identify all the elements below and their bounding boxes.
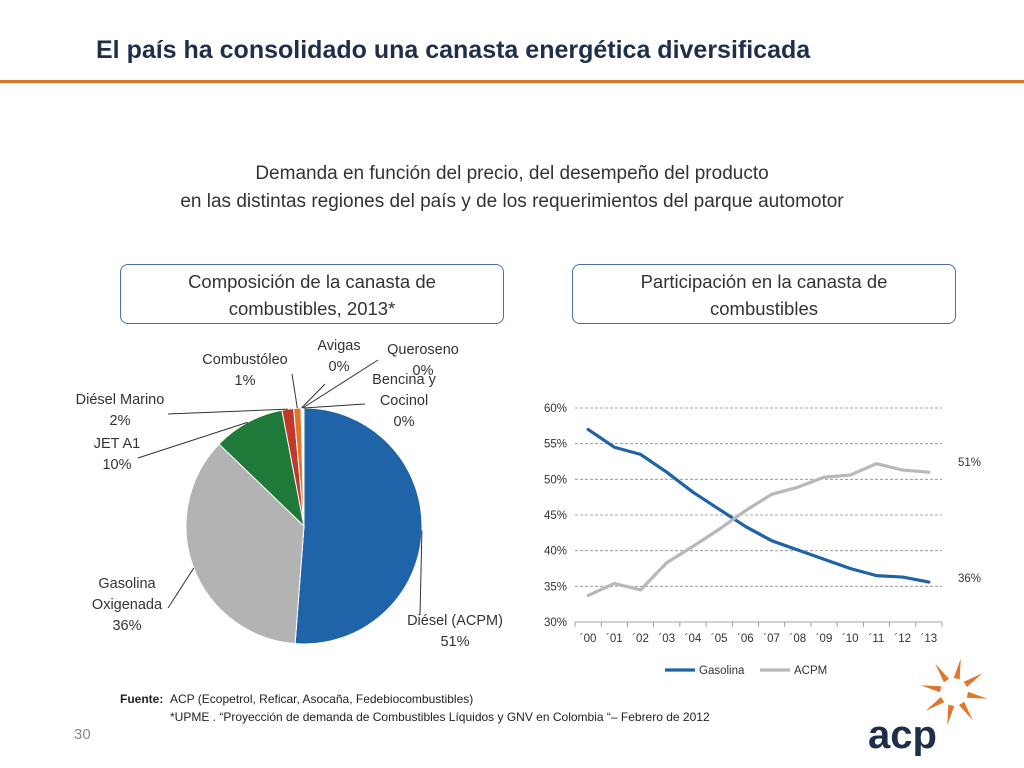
pie-label-bencina-y-cocinol-value: 0% [394, 414, 415, 430]
x-tick-11: ´11 [869, 633, 885, 645]
x-tick-12: ´12 [894, 633, 911, 645]
line-legend: Gasolina ACPM [665, 665, 827, 677]
line-gridlines [575, 407, 942, 623]
title-rule [0, 80, 1024, 83]
x-tick-0: ´00 [580, 633, 597, 645]
pie-label-jet-a1-value: 10% [102, 457, 131, 473]
y-tick-60: 60% [544, 403, 567, 415]
source-line-2: *UPME . “Proyección de demanda de Combus… [170, 710, 710, 724]
pie-label-gasolina-oxigenada-name: Oxigenada [92, 597, 163, 613]
pie-leader-diesel-acpm [419, 530, 423, 616]
series-line-acpm [586, 462, 931, 598]
line-chart: 30% 35% 40% 45% 50% 55% 60% ´00 ´01 ´02 ´03 ´04 ´05… [544, 403, 981, 677]
logo-ray [963, 673, 983, 687]
y-tick-55: 55% [544, 439, 567, 451]
logo-text: acp [868, 713, 937, 756]
pie-label-jet-a1-name: JET A1 [94, 436, 140, 452]
pie-label-diesel-marino-name: Diésel Marino [76, 392, 165, 408]
pie-leader-lines [137, 359, 423, 616]
slide-title: El país ha consolidado una canasta energ… [96, 36, 811, 64]
logo-ray [966, 691, 988, 699]
pie-label-combustoleo-name: Combustóleo [202, 352, 287, 368]
pie-leader-gasolina-oxigenada [167, 567, 195, 609]
pie-labels: Diésel (ACPM) 51% Gasolina Oxigenada 36% JET … [76, 338, 503, 650]
y-tick-35: 35% [544, 581, 567, 593]
pie-slice-diesel-acpm [294, 407, 423, 645]
page-number: 30 [74, 726, 91, 743]
acp-logo: acp [868, 658, 988, 756]
pie-label-queroseno-value: 0% [413, 363, 434, 379]
pie-label-bencina-y-cocinol-name: Bencina y [372, 372, 436, 388]
x-tick-5: ´05 [711, 633, 728, 645]
logo-ray [925, 697, 945, 711]
end-label-acpm: 51% [958, 457, 981, 469]
x-tick-9: ´09 [816, 633, 833, 645]
line-panel-title-line-1: Participación en la canasta de [640, 271, 888, 292]
end-label-gasolina: 36% [958, 573, 981, 585]
pie-label-avigas-name: Avigas [317, 338, 360, 354]
pie-slices [185, 407, 423, 645]
line-panel-title-line-2: combustibles [710, 298, 818, 319]
y-tick-30: 30% [544, 617, 567, 629]
logo-star-icon [920, 658, 988, 726]
logo-ray [920, 685, 942, 693]
pie-leader-avigas [301, 383, 326, 409]
legend-label-acpm: ACPM [794, 665, 827, 677]
subtitle: Demanda en función del precio, del desem… [0, 160, 1024, 216]
pie-leader-combustoleo [291, 373, 298, 409]
pie-leader-diesel-marino [167, 408, 288, 415]
pie-panel-title-line-2: combustibles, 2013* [228, 298, 396, 319]
series-line-gasolina [586, 427, 931, 584]
line-panel-title: Participación en la canasta de combustib… [572, 264, 956, 324]
line-end-labels: 36% 51% [958, 457, 981, 585]
x-tick-7: ´07 [763, 633, 780, 645]
pie-label-gasolina-oxigenada-value: 36% [112, 618, 141, 634]
pie-leader-jet-a1 [137, 421, 248, 459]
x-tick-13: ´13 [921, 633, 938, 645]
source-note: Fuente: ACP (Ecopetrol, Reficar, Asocaña,… [120, 690, 710, 726]
x-tick-8: ´08 [790, 633, 807, 645]
logo-ray [959, 701, 973, 721]
subtitle-line-1: Demanda en función del precio, del desem… [255, 163, 769, 184]
line-x-tick-labels: ´00 ´01 ´02 ´03 ´04 ´05 ´06 ´07 ´08 ´09 ´10 ´11 ´12 ´… [574, 622, 943, 645]
pie-label-diesel-acpm-name: Diésel (ACPM) [407, 613, 503, 629]
pie-leader-bencina-y-cocinol [303, 403, 366, 409]
pie-panel-title-line-1: Composición de la canasta de [188, 271, 436, 292]
x-tick-1: ´01 [606, 633, 623, 645]
line-y-tick-labels: 30% 35% 40% 45% 50% 55% 60% [544, 403, 567, 629]
pie-panel-title: Composición de la canasta de combustible… [120, 264, 504, 324]
source-label: Fuente: [120, 692, 164, 706]
line-series [586, 427, 931, 598]
x-tick-3: ´03 [658, 633, 675, 645]
pie-label-queroseno-name: Queroseno [387, 342, 459, 358]
x-tick-10: ´10 [842, 633, 859, 645]
logo-ray [947, 704, 955, 726]
pie-label-diesel-marino-value: 2% [110, 413, 131, 429]
y-tick-45: 45% [544, 510, 567, 522]
x-tick-6: ´06 [737, 633, 754, 645]
pie-label-bencina-y-cocinol-name: Cocinol [380, 393, 428, 409]
pie-label-diesel-acpm-value: 51% [440, 634, 469, 650]
pie-chart: Diésel (ACPM) 51% Gasolina Oxigenada 36% JET … [76, 338, 503, 650]
logo-ray [935, 663, 949, 683]
source-line-1: ACP (Ecopetrol, Reficar, Asocaña, Fedebi… [170, 692, 474, 706]
pie-slice-jet-a1 [218, 409, 305, 528]
pie-label-combustoleo-value: 1% [235, 373, 256, 389]
logo-ray [953, 658, 961, 680]
subtitle-line-2: en las distintas regiones del país y de … [180, 191, 844, 212]
pie-label-avigas-value: 0% [329, 359, 350, 375]
pie-slice-gasolina-oxigenada [185, 443, 305, 645]
x-tick-2: ´02 [632, 633, 649, 645]
y-tick-50: 50% [544, 474, 567, 486]
x-tick-4: ´04 [685, 633, 702, 645]
y-tick-40: 40% [544, 546, 567, 558]
legend-label-gasolina: Gasolina [699, 665, 745, 677]
pie-label-gasolina-oxigenada-name: Gasolina [98, 576, 156, 592]
pie-leader-queroseno [302, 359, 379, 409]
